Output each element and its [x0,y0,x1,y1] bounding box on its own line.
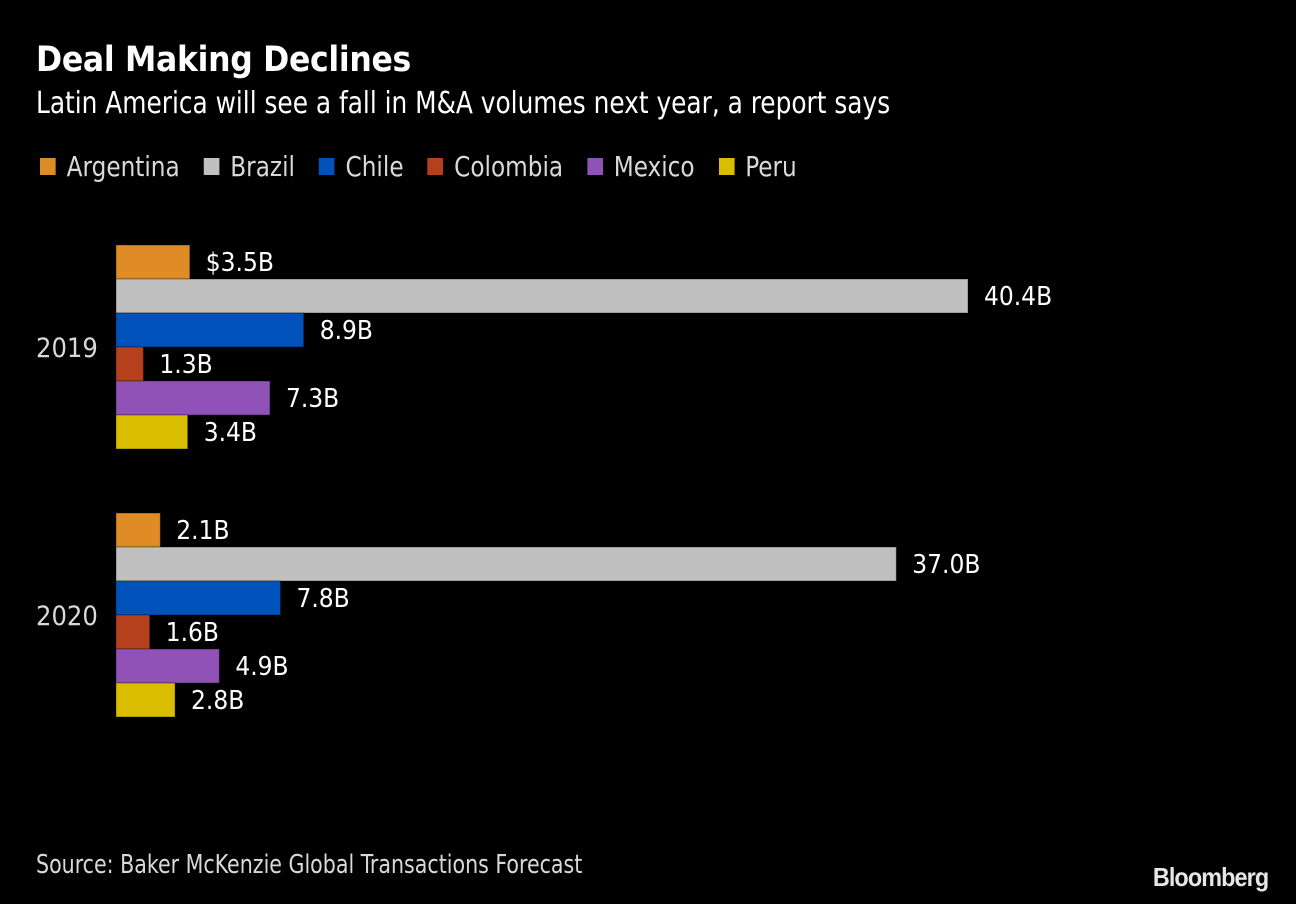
chart-subtitle: Latin America will see a fall in M&A vol… [36,86,891,121]
source-note: Source: Baker McKenzie Global Transactio… [36,850,583,880]
bar-peru-2019 [115,414,189,450]
data-label-argentina-2020: 2.1B [176,516,229,546]
legend: Argentina Brazil Chile Colombia Mexico P… [40,150,821,183]
bloomberg-logo: Bloomberg [1152,862,1269,892]
category-label-2020: 2020 [36,601,98,632]
legend-item-peru: Peru [718,150,797,183]
bar-colombia-2020 [115,614,151,650]
data-label-peru-2020: 2.8B [191,686,244,716]
legend-label-chile: Chile [345,150,404,183]
legend-label-brazil: Brazil [230,150,295,183]
legend-swatch-chile [318,158,335,175]
legend-swatch-argentina [40,158,56,175]
data-label-mexico-2020: 4.9B [235,652,288,682]
legend-label-colombia: Colombia [454,150,564,183]
bar-chile-2019 [115,312,305,348]
legend-item-colombia: Colombia [427,150,564,183]
bar-chile-2020 [115,580,281,616]
legend-label-peru: Peru [745,150,797,183]
legend-label-mexico: Mexico [613,150,695,183]
bar-mexico-2020 [115,648,220,684]
data-label-brazil-2019: 40.4B [984,282,1052,312]
legend-swatch-peru [718,158,735,175]
data-label-argentina-2019: $3.5B [206,248,274,278]
data-label-mexico-2019: 7.3B [286,384,339,414]
legend-item-brazil: Brazil [203,150,295,183]
legend-swatch-mexico [587,158,603,175]
data-label-chile-2019: 8.9B [320,316,373,346]
bar-brazil-2019 [115,278,969,314]
legend-swatch-brazil [203,158,220,175]
legend-swatch-colombia [427,158,444,175]
data-label-colombia-2019: 1.3B [159,350,212,380]
bar-argentina-2019 [115,244,191,280]
legend-item-argentina: Argentina [40,150,180,183]
data-label-brazil-2020: 37.0B [912,550,980,580]
bar-peru-2020 [115,682,176,718]
data-label-colombia-2020: 1.6B [166,618,219,648]
legend-label-argentina: Argentina [66,150,180,183]
category-label-2019: 2019 [36,333,98,364]
data-label-chile-2020: 7.8B [296,584,349,614]
data-label-peru-2019: 3.4B [204,418,257,448]
bar-colombia-2019 [115,346,144,382]
legend-item-mexico: Mexico [587,150,695,183]
chart-title: Deal Making Declines [36,40,411,80]
bar-mexico-2019 [115,380,271,416]
bar-argentina-2020 [115,512,161,548]
legend-item-chile: Chile [318,150,404,183]
bar-brazil-2020 [115,546,897,582]
